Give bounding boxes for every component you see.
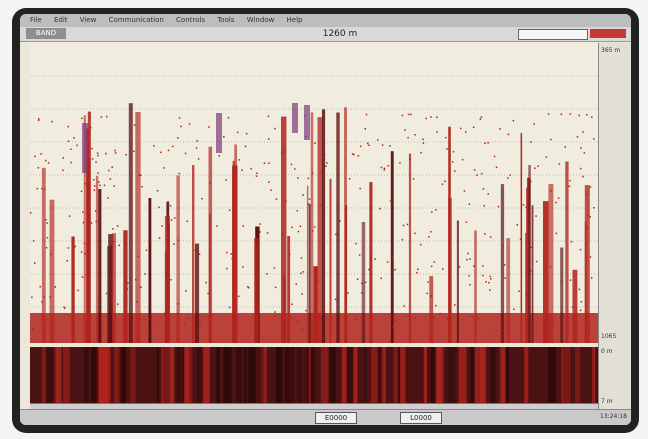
range-readout: 1260 m	[322, 29, 358, 39]
scale-mid-label: 1065	[601, 333, 617, 340]
scale-top-label: 365 m	[601, 47, 621, 54]
menu-item-file[interactable]: File	[30, 16, 42, 24]
menu-item-tools[interactable]: Tools	[217, 16, 235, 24]
menu-item-help[interactable]: Help	[286, 16, 303, 24]
time-readout: 13:24:18	[600, 413, 627, 420]
menu-item-communication[interactable]: Communication	[108, 16, 164, 24]
menu-item-view[interactable]: View	[79, 16, 97, 24]
bottom-rule	[30, 403, 598, 409]
status-box-right: L0000	[400, 412, 442, 424]
zoom-bottom-label: 7 m	[601, 398, 613, 405]
bottom-zoom-window[interactable]	[30, 347, 598, 403]
menu-bar: File Edit View Communication Controls To…	[20, 14, 631, 27]
level-indicator	[518, 29, 588, 40]
screen: File Edit View Communication Controls To…	[20, 14, 631, 425]
mode-badge[interactable]: BAND	[26, 28, 66, 39]
menu-item-edit[interactable]: Edit	[53, 16, 68, 24]
depth-scale: 365 m 1065 0 m 7 m	[598, 43, 631, 425]
status-bar: E0000 L0000 13:24:18	[20, 409, 631, 425]
menu-item-window[interactable]: Window	[246, 16, 275, 24]
alarm-indicator	[590, 29, 626, 38]
menu-item-controls[interactable]: Controls	[176, 16, 205, 24]
status-box-left: E0000	[315, 412, 357, 424]
bottom-zoom-canvas	[41, 347, 596, 403]
echogram-canvas	[30, 75, 598, 343]
title-bar: BAND 1260 m	[20, 27, 631, 42]
echogram-display[interactable]	[30, 43, 598, 343]
zoom-top-label: 0 m	[601, 348, 613, 355]
